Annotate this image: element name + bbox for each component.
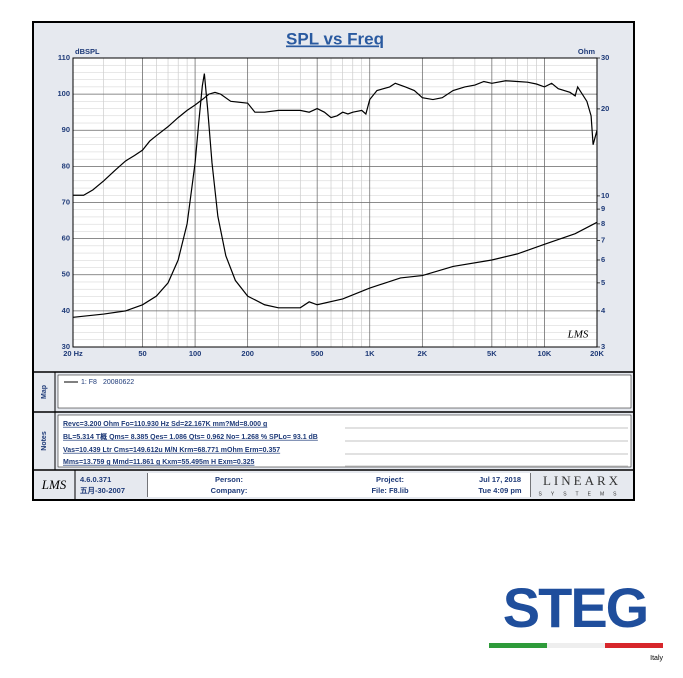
- y-tick-label: 80: [62, 161, 70, 170]
- series-line: [73, 80, 598, 196]
- note-lines: [345, 427, 628, 467]
- legend-text: 1: F8: [81, 379, 97, 386]
- y2-tick-label: 5: [601, 278, 605, 287]
- date: Jul 17, 2018: [479, 475, 521, 484]
- y2-tick-label: 4: [601, 306, 606, 315]
- plot-border: [72, 57, 598, 348]
- y-tick-label: 50: [62, 270, 70, 279]
- y-tick-label: 30: [62, 342, 70, 351]
- country: Italy: [650, 655, 663, 662]
- x-tick-label: 100: [189, 349, 202, 358]
- y-tick-label: 40: [62, 306, 70, 315]
- footer-logo: LMS: [41, 477, 67, 492]
- x-tick-label: 20 Hz: [63, 349, 83, 358]
- y-tick-label: 70: [62, 197, 70, 206]
- y2-tick-label: 10: [601, 191, 609, 200]
- flag-red: [605, 643, 663, 648]
- y2-tick-label: 8: [601, 219, 605, 228]
- x-tick-label: 50: [138, 349, 146, 358]
- y-tick-label: 60: [62, 234, 70, 243]
- y-tick-label: 110: [58, 53, 70, 62]
- y2-tick-label: 20: [601, 104, 609, 113]
- map-box: [57, 374, 632, 409]
- footer-fields: [148, 473, 530, 497]
- x-tick-label: 1K: [365, 349, 375, 358]
- steg-logo: STEG: [503, 576, 647, 639]
- brand-sub: SYSTEMS: [539, 491, 626, 497]
- chart-title: SPL vs Freq: [286, 29, 384, 48]
- x-tick-label: 2K: [418, 349, 428, 358]
- legend-date: 20080622: [103, 379, 134, 386]
- y-tick-label: 100: [57, 89, 70, 98]
- y2-tick-label: 9: [601, 204, 605, 213]
- x-tick-label: 200: [241, 349, 254, 358]
- x-tick-label: 10K: [538, 349, 552, 358]
- y2-tick-label: 3: [601, 342, 605, 351]
- watermark: LMS: [567, 329, 589, 341]
- y2-tick-label: 30: [601, 53, 609, 62]
- note-row: Vas=10.439 Ltr Cms=149.612u M/N Krm=68.7…: [63, 447, 280, 454]
- y2-axis-label: Ohm: [578, 47, 595, 56]
- x-tick-label: 500: [311, 349, 324, 358]
- company: Company:: [211, 486, 248, 495]
- plot: 20 Hz 50 100 200 500 1K 2K 5K 10K 20K 30 40 50 60 70 80…: [57, 53, 609, 358]
- y-axis-label: dBSPL: [75, 47, 100, 56]
- x-tick-label: 20K: [590, 349, 604, 358]
- time: Tue 4:09 pm: [478, 486, 522, 495]
- series-line: [72, 73, 598, 318]
- map-label: Map: [41, 385, 48, 399]
- note-row: Revc=3.200 Ohm Fo=110.930 Hz Sd=22.167K …: [63, 421, 267, 428]
- x-tick-label: 5K: [487, 349, 497, 358]
- y-tick-label: 90: [62, 125, 70, 134]
- file: File: F8.lib: [371, 486, 409, 495]
- flag-green: [489, 643, 547, 648]
- brand: LINEARX: [543, 473, 621, 488]
- build-date: 五月-30-2007: [80, 486, 125, 495]
- person: Person:: [215, 475, 243, 484]
- notes-label: Notes: [41, 431, 48, 451]
- y2-tick-label: 6: [601, 255, 605, 264]
- note-row: BL=5.314 T概 Qms= 8.385 Qes= 1.086 Qts= 0…: [63, 432, 318, 441]
- flag-white: [547, 643, 605, 648]
- note-row: Mms=13.759 g Mmd=11.861 g Kxm=55.495m H …: [63, 459, 255, 466]
- y2-tick-label: 7: [601, 236, 605, 245]
- project: Project:: [376, 475, 404, 484]
- version: 4.6.0.371: [80, 475, 111, 484]
